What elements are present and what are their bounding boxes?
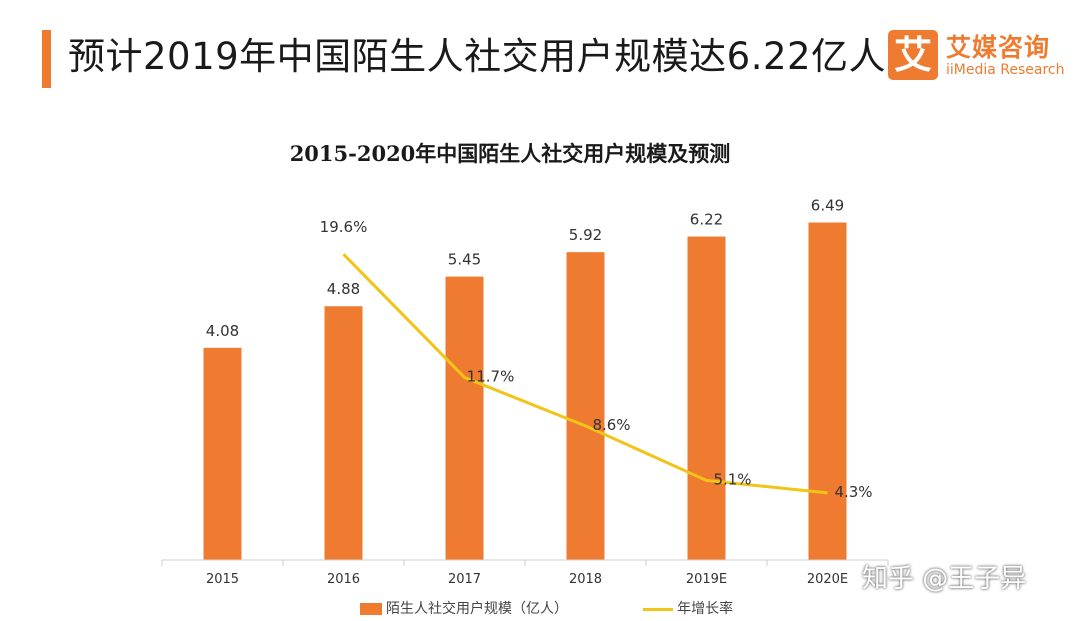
growth-rate-label: 5.1% bbox=[713, 470, 751, 488]
growth-rate-line bbox=[342, 253, 828, 495]
x-tick-label: 2020E bbox=[807, 572, 848, 587]
legend-item-growth: 年增长率 bbox=[643, 598, 733, 618]
bar-value-label: 5.45 bbox=[448, 251, 481, 269]
x-tick-label: 2018 bbox=[569, 572, 602, 587]
iimedia-logo: 艾 艾媒咨询 iiMedia Research bbox=[888, 28, 1068, 84]
legend-label-users: 陌生人社交用户规模（亿人） bbox=[386, 601, 568, 617]
growth-rate-label: 11.7% bbox=[467, 367, 515, 385]
bar-value-label: 6.22 bbox=[690, 211, 723, 229]
bar-value-label: 6.49 bbox=[811, 197, 844, 215]
bar-value-label: 4.08 bbox=[206, 322, 239, 340]
growth-rate-label: 4.3% bbox=[834, 483, 872, 501]
growth-rate-label: 8.6% bbox=[592, 416, 630, 434]
bar-2016 bbox=[324, 306, 363, 560]
chart-legend: 陌生人社交用户规模（亿人） 年增长率 bbox=[360, 598, 803, 618]
bar-2017 bbox=[445, 276, 484, 560]
growth-rate-label: 19.6% bbox=[320, 218, 368, 236]
x-tick-label: 2016 bbox=[327, 572, 360, 587]
page-headline: 预计2019年中国陌生人社交用户规模达6.22亿人 bbox=[68, 35, 887, 78]
watermark: 知乎 @王子异 bbox=[862, 564, 1027, 594]
logo-mark: 艾 bbox=[888, 30, 938, 80]
bar-value-label: 4.88 bbox=[327, 280, 360, 298]
chart-title: 2015-2020年中国陌生人社交用户规模及预测 bbox=[289, 141, 731, 166]
legend-item-users: 陌生人社交用户规模（亿人） bbox=[360, 598, 568, 618]
logo-name-en: iiMedia Research bbox=[946, 62, 1065, 78]
x-tick-label: 2019E bbox=[686, 572, 727, 587]
bar-2015 bbox=[203, 347, 242, 560]
legend-swatch-line bbox=[643, 607, 674, 611]
legend-swatch-bar bbox=[360, 603, 382, 615]
title-accent-bar bbox=[42, 30, 51, 88]
x-tick-label: 2017 bbox=[448, 572, 481, 587]
bar-2018 bbox=[566, 252, 605, 560]
legend-label-growth: 年增长率 bbox=[677, 601, 734, 617]
logo-name-cn: 艾媒咨询 bbox=[946, 33, 1051, 62]
x-tick-label: 2015 bbox=[206, 572, 239, 587]
bar-2019E bbox=[687, 236, 726, 560]
bar-value-label: 5.92 bbox=[569, 226, 602, 244]
bar-2020E bbox=[808, 222, 847, 560]
